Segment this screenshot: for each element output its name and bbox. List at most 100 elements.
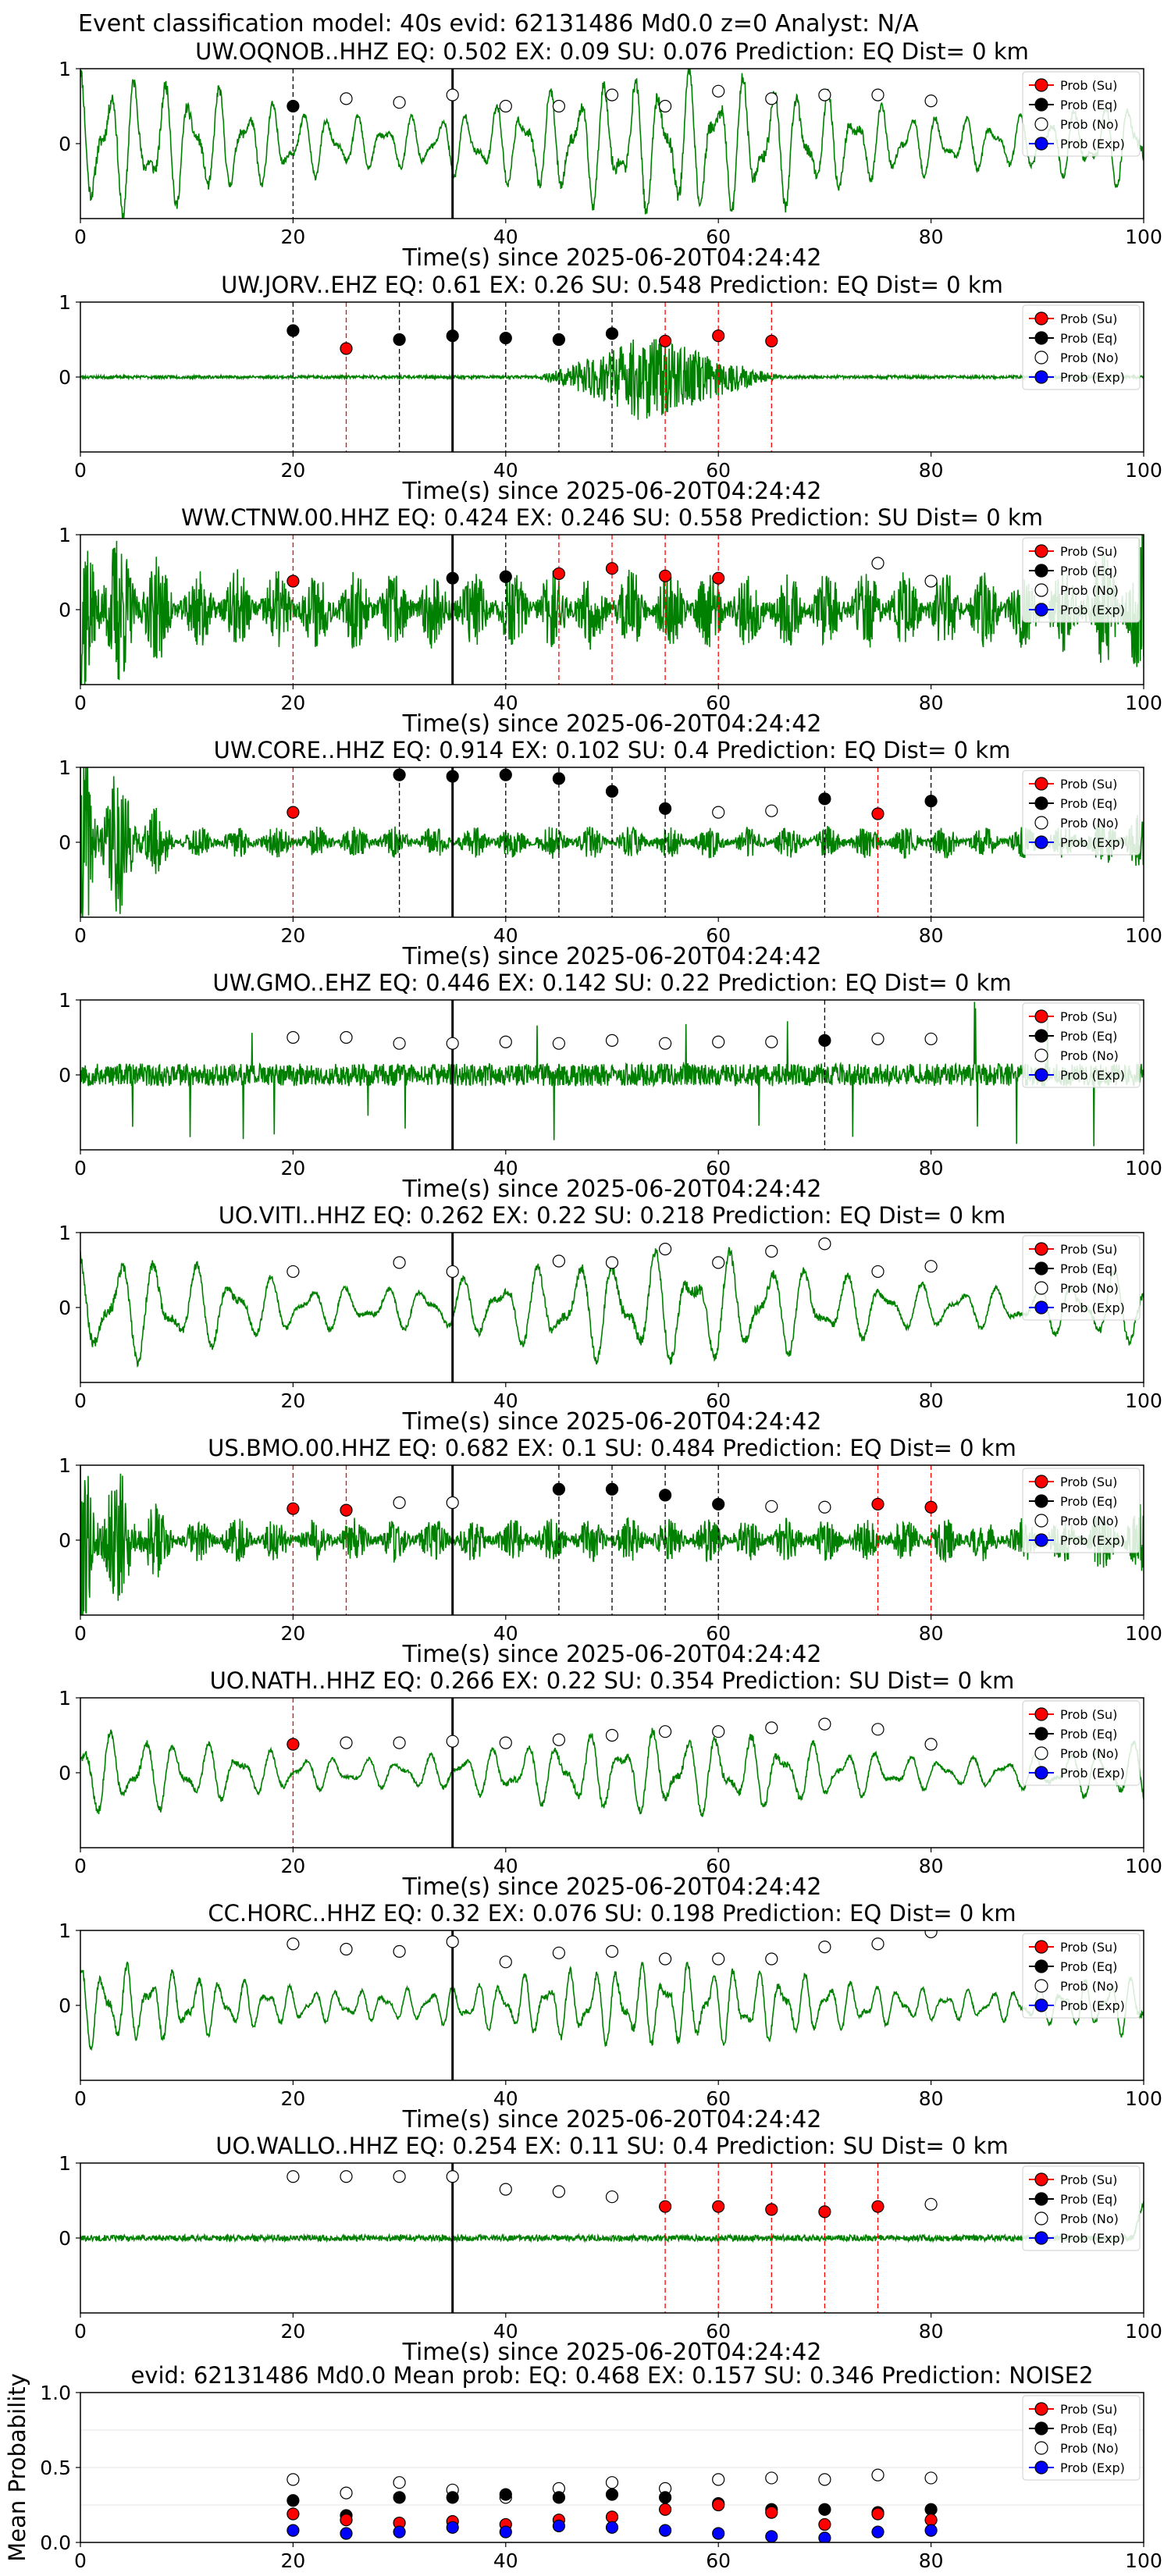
- legend-frame: [1022, 1933, 1141, 2019]
- prob-point-no: [552, 1733, 566, 1746]
- x-axis-label: Time(s) since 2025-06-20T04:24:42: [402, 1641, 822, 1668]
- legend-marker-no: [1034, 350, 1048, 365]
- y-tick-label: 0: [59, 2227, 71, 2250]
- prob-point-no: [924, 575, 938, 588]
- x-tick-label: 60: [706, 1157, 731, 1179]
- y-tick-label: 1: [59, 2152, 71, 2175]
- legend-label-no: Prob (No): [1060, 1979, 1119, 1994]
- mean-point-no: [924, 2471, 938, 2485]
- prob-point-no: [765, 92, 778, 105]
- legend-label-exp: Prob (Exp): [1060, 1766, 1125, 1781]
- plot-area: [80, 1930, 1144, 2080]
- prob-point-no: [340, 1736, 353, 1749]
- legend-marker-su: [1034, 1475, 1048, 1489]
- prob-point-eq: [393, 768, 406, 781]
- prob-point-eq: [552, 333, 566, 347]
- prob-point-no: [924, 1738, 938, 1751]
- waveform-trace: [80, 767, 1144, 917]
- mean-point-exp: [658, 2524, 672, 2537]
- x-tick-label: 20: [280, 924, 305, 947]
- legend-frame: [1022, 537, 1141, 623]
- mean-point-exp: [340, 2527, 353, 2540]
- prob-point-no: [605, 1728, 619, 1742]
- legend-marker-su: [1034, 1242, 1048, 1256]
- mean-point-exp: [446, 2521, 459, 2534]
- x-tick-label: 80: [919, 226, 944, 248]
- legend-label-exp: Prob (Exp): [1060, 2460, 1125, 2475]
- panel-title: CC.HORC..HHZ EQ: 0.32 EX: 0.076 SU: 0.19…: [208, 1900, 1016, 1927]
- prob-point-su: [287, 806, 300, 819]
- legend-marker-no: [1034, 1514, 1048, 1528]
- prob-point-no: [605, 1944, 619, 1958]
- y-tick-label: 1: [59, 1222, 71, 1244]
- x-tick-label: 100: [1125, 226, 1162, 248]
- x-tick-label: 100: [1125, 1157, 1162, 1179]
- legend-marker-su: [1034, 78, 1048, 92]
- x-axis-label: Time(s) since 2025-06-20T04:24:42: [402, 1873, 822, 1901]
- legend-label-no: Prob (No): [1060, 2211, 1119, 2226]
- prob-point-no: [765, 1500, 778, 1513]
- legend: Prob (Su) Prob (Eq) Prob (No) Prob (Exp): [1022, 2165, 1141, 2251]
- y-tick-label: 1: [59, 989, 71, 1012]
- x-tick-label: 40: [493, 226, 518, 248]
- legend: Prob (Su) Prob (Eq) Prob (No) Prob (Exp): [1022, 1700, 1141, 1786]
- x-tick-label: 40: [493, 2087, 518, 2110]
- legend-marker-su: [1034, 777, 1048, 791]
- legend-label-no: Prob (No): [1060, 1048, 1119, 1063]
- legend-marker-eq: [1034, 1261, 1048, 1276]
- mean-point-exp: [287, 2524, 300, 2537]
- prob-point-no: [712, 1725, 725, 1738]
- prob-point-su: [712, 571, 725, 585]
- plot-area: [80, 302, 1144, 452]
- prob-point-no: [393, 1037, 406, 1050]
- legend-label-eq: Prob (Eq): [1060, 796, 1117, 811]
- legend: Prob (Su) Prob (Eq) Prob (No) Prob (Exp): [1022, 304, 1141, 390]
- x-axis-label: Time(s) since 2025-06-20T04:24:42: [402, 2339, 822, 2366]
- prob-point-no: [924, 1930, 938, 1939]
- x-tick-label: 20: [280, 226, 305, 248]
- prob-point-eq: [446, 329, 459, 343]
- legend-label-exp: Prob (Exp): [1060, 137, 1125, 151]
- x-tick-label: 0: [74, 692, 87, 714]
- mean-point-no: [340, 2486, 353, 2500]
- prob-point-no: [446, 2170, 459, 2183]
- legend-label-no: Prob (No): [1060, 350, 1119, 365]
- prob-point-no: [871, 1723, 884, 1736]
- x-tick-label: 20: [280, 2320, 305, 2343]
- legend-marker-eq: [1034, 1494, 1048, 1508]
- prob-point-no: [287, 2170, 300, 2183]
- legend-marker-eq: [1034, 1727, 1048, 1741]
- x-axis-label: Time(s) since 2025-06-20T04:24:42: [402, 1408, 822, 1436]
- legend-label-no: Prob (No): [1060, 583, 1119, 598]
- x-tick-label: 80: [919, 459, 944, 482]
- panel-6: UO.VITI..HHZ EQ: 0.262 EX: 0.22 SU: 0.21…: [59, 1202, 1162, 1436]
- x-tick-label: 100: [1125, 1622, 1162, 1645]
- prob-point-eq: [446, 571, 459, 585]
- legend-label-eq: Prob (Eq): [1060, 564, 1117, 578]
- x-tick-label: 40: [493, 692, 518, 714]
- waveform-trace: [80, 1961, 1144, 2051]
- plot-area: [80, 767, 1144, 917]
- x-tick-label: 100: [1125, 2087, 1162, 2110]
- prob-point-no: [818, 1237, 831, 1251]
- prob-point-no: [499, 99, 512, 113]
- prob-point-eq: [499, 570, 512, 583]
- prob-point-no: [340, 1030, 353, 1044]
- x-tick-label: 80: [919, 2549, 944, 2572]
- prob-point-no: [499, 2183, 512, 2196]
- mean-point-no: [393, 2476, 406, 2489]
- legend-label-su: Prob (Su): [1060, 1475, 1117, 1489]
- prob-point-su: [818, 2205, 831, 2218]
- mean-point-exp: [818, 2532, 831, 2542]
- legend-label-su: Prob (Su): [1060, 2172, 1117, 2187]
- x-tick-label: 20: [280, 1855, 305, 1877]
- prob-point-su: [871, 807, 884, 820]
- legend-label-su: Prob (Su): [1060, 544, 1117, 559]
- legend-label-exp: Prob (Exp): [1060, 1998, 1125, 2013]
- prob-point-no: [765, 1952, 778, 1966]
- legend-label-su: Prob (Su): [1060, 2402, 1117, 2417]
- panel-title: UO.WALLO..HHZ EQ: 0.254 EX: 0.11 SU: 0.4…: [215, 2133, 1008, 2159]
- legend-marker-exp: [1034, 1766, 1048, 1780]
- prob-point-no: [658, 1952, 672, 1966]
- mean-point-eq: [499, 2488, 512, 2501]
